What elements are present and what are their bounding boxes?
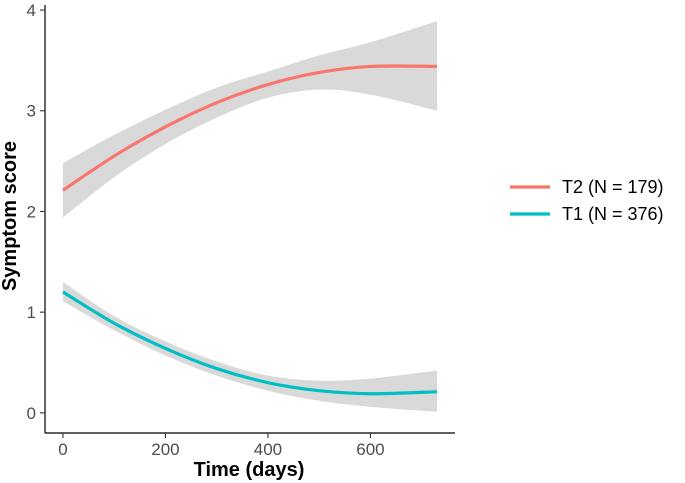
line-series-1	[62, 64, 438, 192]
legend-label-series-1: T2 (N = 179)	[562, 177, 664, 197]
y-axis-title: Symptom score	[0, 141, 21, 291]
y-tick-label: 4	[27, 1, 36, 20]
confidence-bands	[62, 21, 438, 412]
ci-band-series-2	[62, 281, 438, 412]
x-ticks: 0 200 400 600	[58, 433, 385, 459]
y-tick-label: 3	[27, 102, 36, 121]
y-tick-label: 2	[27, 202, 36, 221]
x-tick-label: 600	[356, 440, 384, 459]
x-tick-label: 200	[151, 440, 179, 459]
y-tick-label: 0	[27, 404, 36, 423]
y-ticks: 0 1 2 3 4	[27, 1, 45, 423]
ci-band-series-1	[62, 21, 438, 218]
line-series-2	[62, 290, 438, 396]
x-tick-label: 400	[254, 440, 282, 459]
legend: T2 (N = 179) T1 (N = 376)	[510, 177, 664, 224]
x-axis-title: Time (days)	[194, 459, 305, 481]
y-tick-label: 1	[27, 303, 36, 322]
legend-label-series-2: T1 (N = 376)	[562, 204, 664, 224]
series-lines	[62, 64, 438, 396]
x-tick-label: 0	[58, 440, 67, 459]
